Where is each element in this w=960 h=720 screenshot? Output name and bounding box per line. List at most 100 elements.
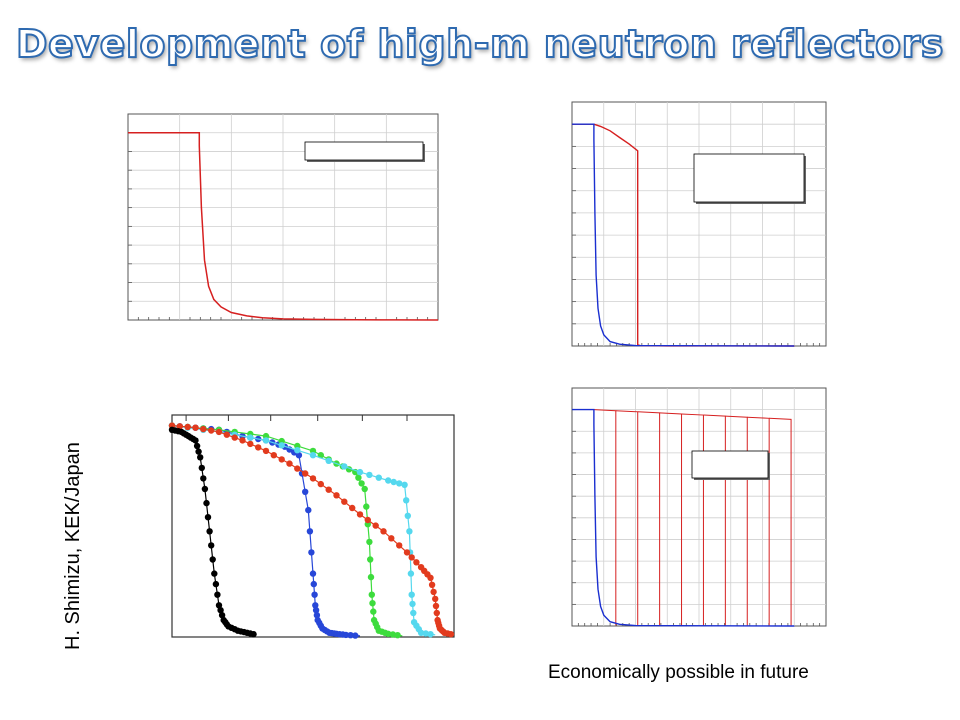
data-point [215, 428, 223, 436]
data-point [310, 580, 317, 588]
data-point [366, 538, 373, 546]
data-point [356, 468, 364, 476]
reflection-curve-m5 [659, 412, 683, 626]
data-point [313, 612, 321, 619]
data-point [309, 452, 317, 459]
data-point [406, 528, 413, 535]
data-point [231, 434, 238, 441]
data-point [212, 580, 220, 588]
data-point [302, 470, 309, 477]
data-point [427, 574, 434, 581]
data-point [325, 457, 332, 464]
data-point [239, 437, 246, 444]
data-point [368, 591, 375, 598]
data-point [432, 602, 440, 610]
data-point [403, 549, 411, 556]
data-point [278, 456, 285, 463]
data-point [312, 602, 319, 609]
data-point [208, 427, 215, 434]
data-point [193, 442, 201, 450]
data-point [317, 480, 324, 488]
data-point [215, 602, 223, 609]
data-point [430, 588, 437, 596]
data-point [404, 512, 411, 519]
data-point [198, 464, 205, 472]
single-mirror-reflection-chart [127, 113, 439, 321]
data-point [361, 485, 368, 493]
data-point [311, 591, 318, 598]
data-point [247, 440, 254, 448]
m1-to-m10-reflection-chart [571, 387, 827, 627]
reflection-curve-m9 [747, 416, 770, 626]
m3-mirror-reflection-chart [571, 101, 827, 347]
data-point [408, 591, 415, 598]
data-point [447, 631, 455, 638]
data-point [410, 609, 417, 617]
data-point [428, 581, 436, 588]
annotation-box [691, 450, 769, 479]
data-point [422, 630, 429, 637]
annotation-box [693, 153, 805, 203]
data-point [375, 474, 382, 481]
data-point [192, 424, 199, 431]
data-point [389, 631, 397, 638]
data-point [200, 425, 207, 433]
data-point [433, 609, 440, 617]
data-point [209, 556, 216, 563]
credit-label: H. Shimizu, KEK/Japan [62, 442, 84, 650]
reflection-curve-m1 [572, 123, 795, 347]
data-point [309, 475, 317, 482]
data-point [201, 485, 209, 493]
data-point [218, 612, 226, 619]
data-point [413, 559, 420, 566]
data-point [355, 474, 362, 481]
data-point [394, 632, 401, 639]
annotation-box [304, 141, 424, 161]
data-point [341, 498, 348, 505]
data-point [369, 600, 376, 607]
data-point [396, 542, 403, 549]
data-point [370, 608, 377, 615]
data-point [367, 556, 374, 563]
data-point [302, 488, 309, 495]
reflection-curve-m7 [703, 414, 726, 626]
data-point [217, 607, 224, 614]
reflection-curve-m2 [593, 409, 617, 626]
data-point [390, 478, 397, 486]
data-point [223, 431, 230, 438]
data-point [250, 631, 257, 638]
data-point [247, 434, 254, 441]
data-point [176, 423, 183, 430]
data-point [341, 463, 348, 470]
data-point [204, 514, 212, 521]
reflection-curve-m10 [769, 417, 792, 626]
data-point [408, 554, 415, 561]
data-point [325, 486, 332, 493]
data-point [305, 506, 312, 514]
data-point [184, 423, 191, 431]
data-point [388, 535, 395, 542]
data-point [294, 447, 301, 454]
data-point [295, 452, 303, 459]
data-point [347, 632, 354, 639]
data-point [255, 444, 262, 451]
data-point [385, 630, 392, 637]
data-point [203, 499, 210, 507]
data-point [366, 471, 373, 479]
data-point [349, 504, 356, 512]
slide-title: Development of high-m neutron reflectors [15, 21, 944, 67]
data-point [396, 480, 403, 487]
footnote-label: Economically possible in future [548, 662, 809, 683]
data-point [308, 549, 315, 556]
data-point [200, 475, 207, 482]
data-point [309, 570, 317, 577]
data-point [206, 528, 213, 535]
data-point [197, 454, 204, 461]
hino-reflectivity-chart [168, 414, 455, 639]
data-point [432, 595, 439, 603]
data-point [403, 497, 410, 504]
data-point [385, 477, 392, 484]
data-point [380, 528, 387, 535]
data-point [306, 528, 314, 535]
data-point [195, 448, 202, 455]
